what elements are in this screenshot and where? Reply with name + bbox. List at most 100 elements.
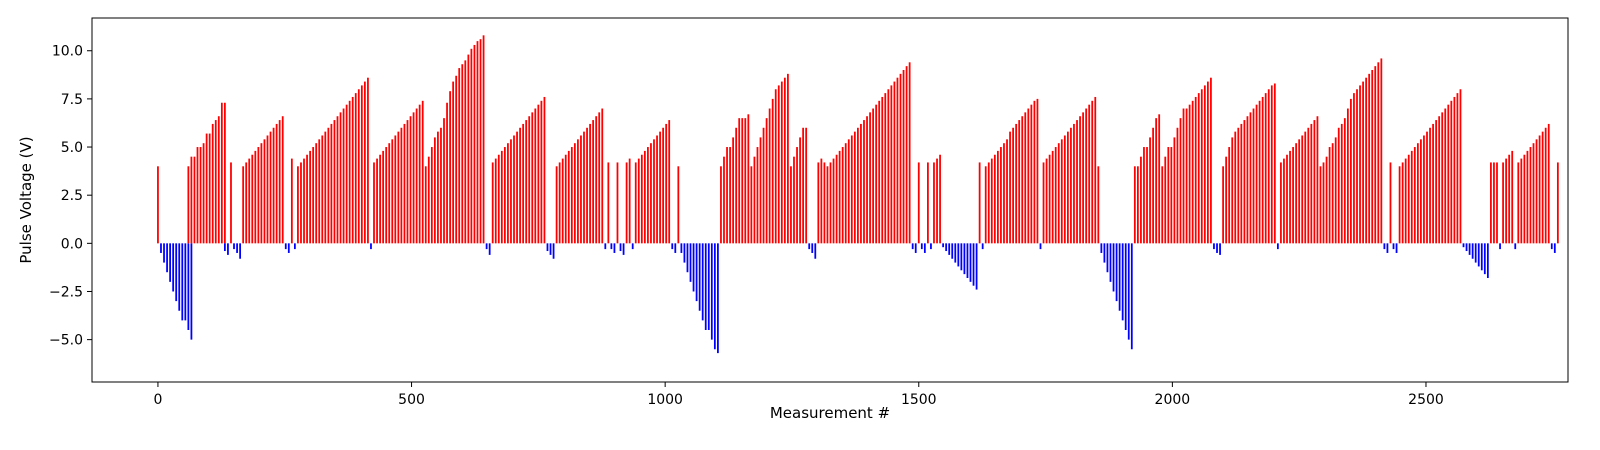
bar-377 xyxy=(1295,143,1298,244)
bar-119 xyxy=(510,139,512,244)
bar-86 xyxy=(409,116,412,244)
bar-79 xyxy=(388,143,391,244)
bar-365 xyxy=(1258,100,1261,244)
bar-197 xyxy=(747,114,750,244)
bar-147 xyxy=(595,116,598,244)
bar-93 xyxy=(430,147,433,244)
bar-285 xyxy=(1015,123,1018,244)
bar-435 xyxy=(1471,243,1474,259)
bar-263 xyxy=(948,243,951,255)
bar-325 xyxy=(1136,166,1139,244)
bar-421 xyxy=(1429,127,1431,244)
bar-269 xyxy=(966,243,969,278)
bar-426 xyxy=(1444,108,1447,244)
bar-5 xyxy=(172,243,175,292)
bar-328 xyxy=(1146,147,1148,244)
y-axis-label: Pulse Voltage (V) xyxy=(17,136,35,263)
bar-176 xyxy=(683,243,686,263)
bar-31 xyxy=(242,166,245,244)
bar-65 xyxy=(345,104,348,244)
bar-358 xyxy=(1237,127,1240,244)
bar-345 xyxy=(1197,93,1200,244)
bar-43 xyxy=(278,120,281,244)
bar-341 xyxy=(1185,108,1188,244)
bar-321 xyxy=(1124,243,1127,330)
bar-281 xyxy=(1003,143,1005,244)
bar-431 xyxy=(1459,89,1462,244)
x-axis-label: Measurement # xyxy=(770,404,890,422)
bar-461 xyxy=(1550,243,1553,250)
bar-167 xyxy=(656,135,658,244)
bar-195 xyxy=(741,118,744,244)
bar-229 xyxy=(844,143,847,244)
bar-121 xyxy=(516,131,518,244)
bar-68 xyxy=(354,93,357,244)
bar-115 xyxy=(497,154,500,244)
bar-46 xyxy=(287,243,290,253)
bar-152 xyxy=(610,243,613,250)
bar-398 xyxy=(1359,85,1361,244)
bar-127 xyxy=(534,108,537,244)
bar-349 xyxy=(1210,77,1212,244)
bar-311 xyxy=(1094,96,1097,244)
bar-135 xyxy=(558,162,561,244)
y-tick-label: −5.0 xyxy=(49,333,83,349)
bar-169 xyxy=(662,127,665,244)
bar-302 xyxy=(1067,131,1069,244)
bar-91 xyxy=(424,166,427,244)
bar-24 xyxy=(224,102,226,244)
plot-frame xyxy=(91,17,1569,383)
bar-207 xyxy=(777,85,780,244)
bar-50 xyxy=(300,162,302,244)
bar-149 xyxy=(601,108,604,244)
bar-47 xyxy=(290,158,293,244)
bar-227 xyxy=(838,150,841,244)
bar-59 xyxy=(327,127,330,244)
bar-94 xyxy=(433,137,436,244)
bar-231 xyxy=(850,135,853,244)
bar-156 xyxy=(622,243,625,255)
bar-322 xyxy=(1127,243,1130,340)
bar-116 xyxy=(500,150,503,244)
bar-128 xyxy=(537,104,540,244)
bar-451 xyxy=(1520,158,1523,244)
bar-326 xyxy=(1140,156,1142,244)
bar-245 xyxy=(893,81,896,244)
bar-379 xyxy=(1301,135,1304,244)
bar-342 xyxy=(1188,104,1191,244)
bar-384 xyxy=(1316,116,1319,244)
bar-449 xyxy=(1514,243,1517,250)
bar-304 xyxy=(1073,123,1075,244)
bar-405 xyxy=(1380,58,1383,244)
bar-213 xyxy=(796,147,798,244)
bar-117 xyxy=(503,147,506,244)
bar-418 xyxy=(1420,139,1422,244)
bar-199 xyxy=(753,156,756,244)
bar-414 xyxy=(1407,154,1410,244)
bar-124 xyxy=(525,120,528,244)
bar-393 xyxy=(1343,118,1346,244)
bar-125 xyxy=(528,116,531,244)
y-axis-ticks: −5.0 −2.5 0.0 2.5 5.0 7.5 10.0 xyxy=(49,44,92,349)
bar-217 xyxy=(808,243,811,250)
bar-172 xyxy=(671,243,674,250)
bar-234 xyxy=(860,123,862,244)
bar-243 xyxy=(887,89,890,244)
bar-432 xyxy=(1462,243,1465,248)
bar-56 xyxy=(318,139,321,244)
bar-337 xyxy=(1173,137,1176,244)
bar-219 xyxy=(814,243,817,259)
bar-151 xyxy=(607,162,610,244)
bar-244 xyxy=(890,85,893,244)
bar-70 xyxy=(360,85,363,244)
bar-434 xyxy=(1468,243,1471,255)
bar-279 xyxy=(997,150,999,244)
bar-378 xyxy=(1298,139,1301,244)
bar-273 xyxy=(978,162,981,244)
bar-220 xyxy=(817,162,820,244)
bar-446 xyxy=(1505,158,1508,244)
bar-92 xyxy=(427,156,430,244)
bar-247 xyxy=(899,73,902,244)
bar-250 xyxy=(908,62,911,244)
bar-415 xyxy=(1410,150,1413,244)
